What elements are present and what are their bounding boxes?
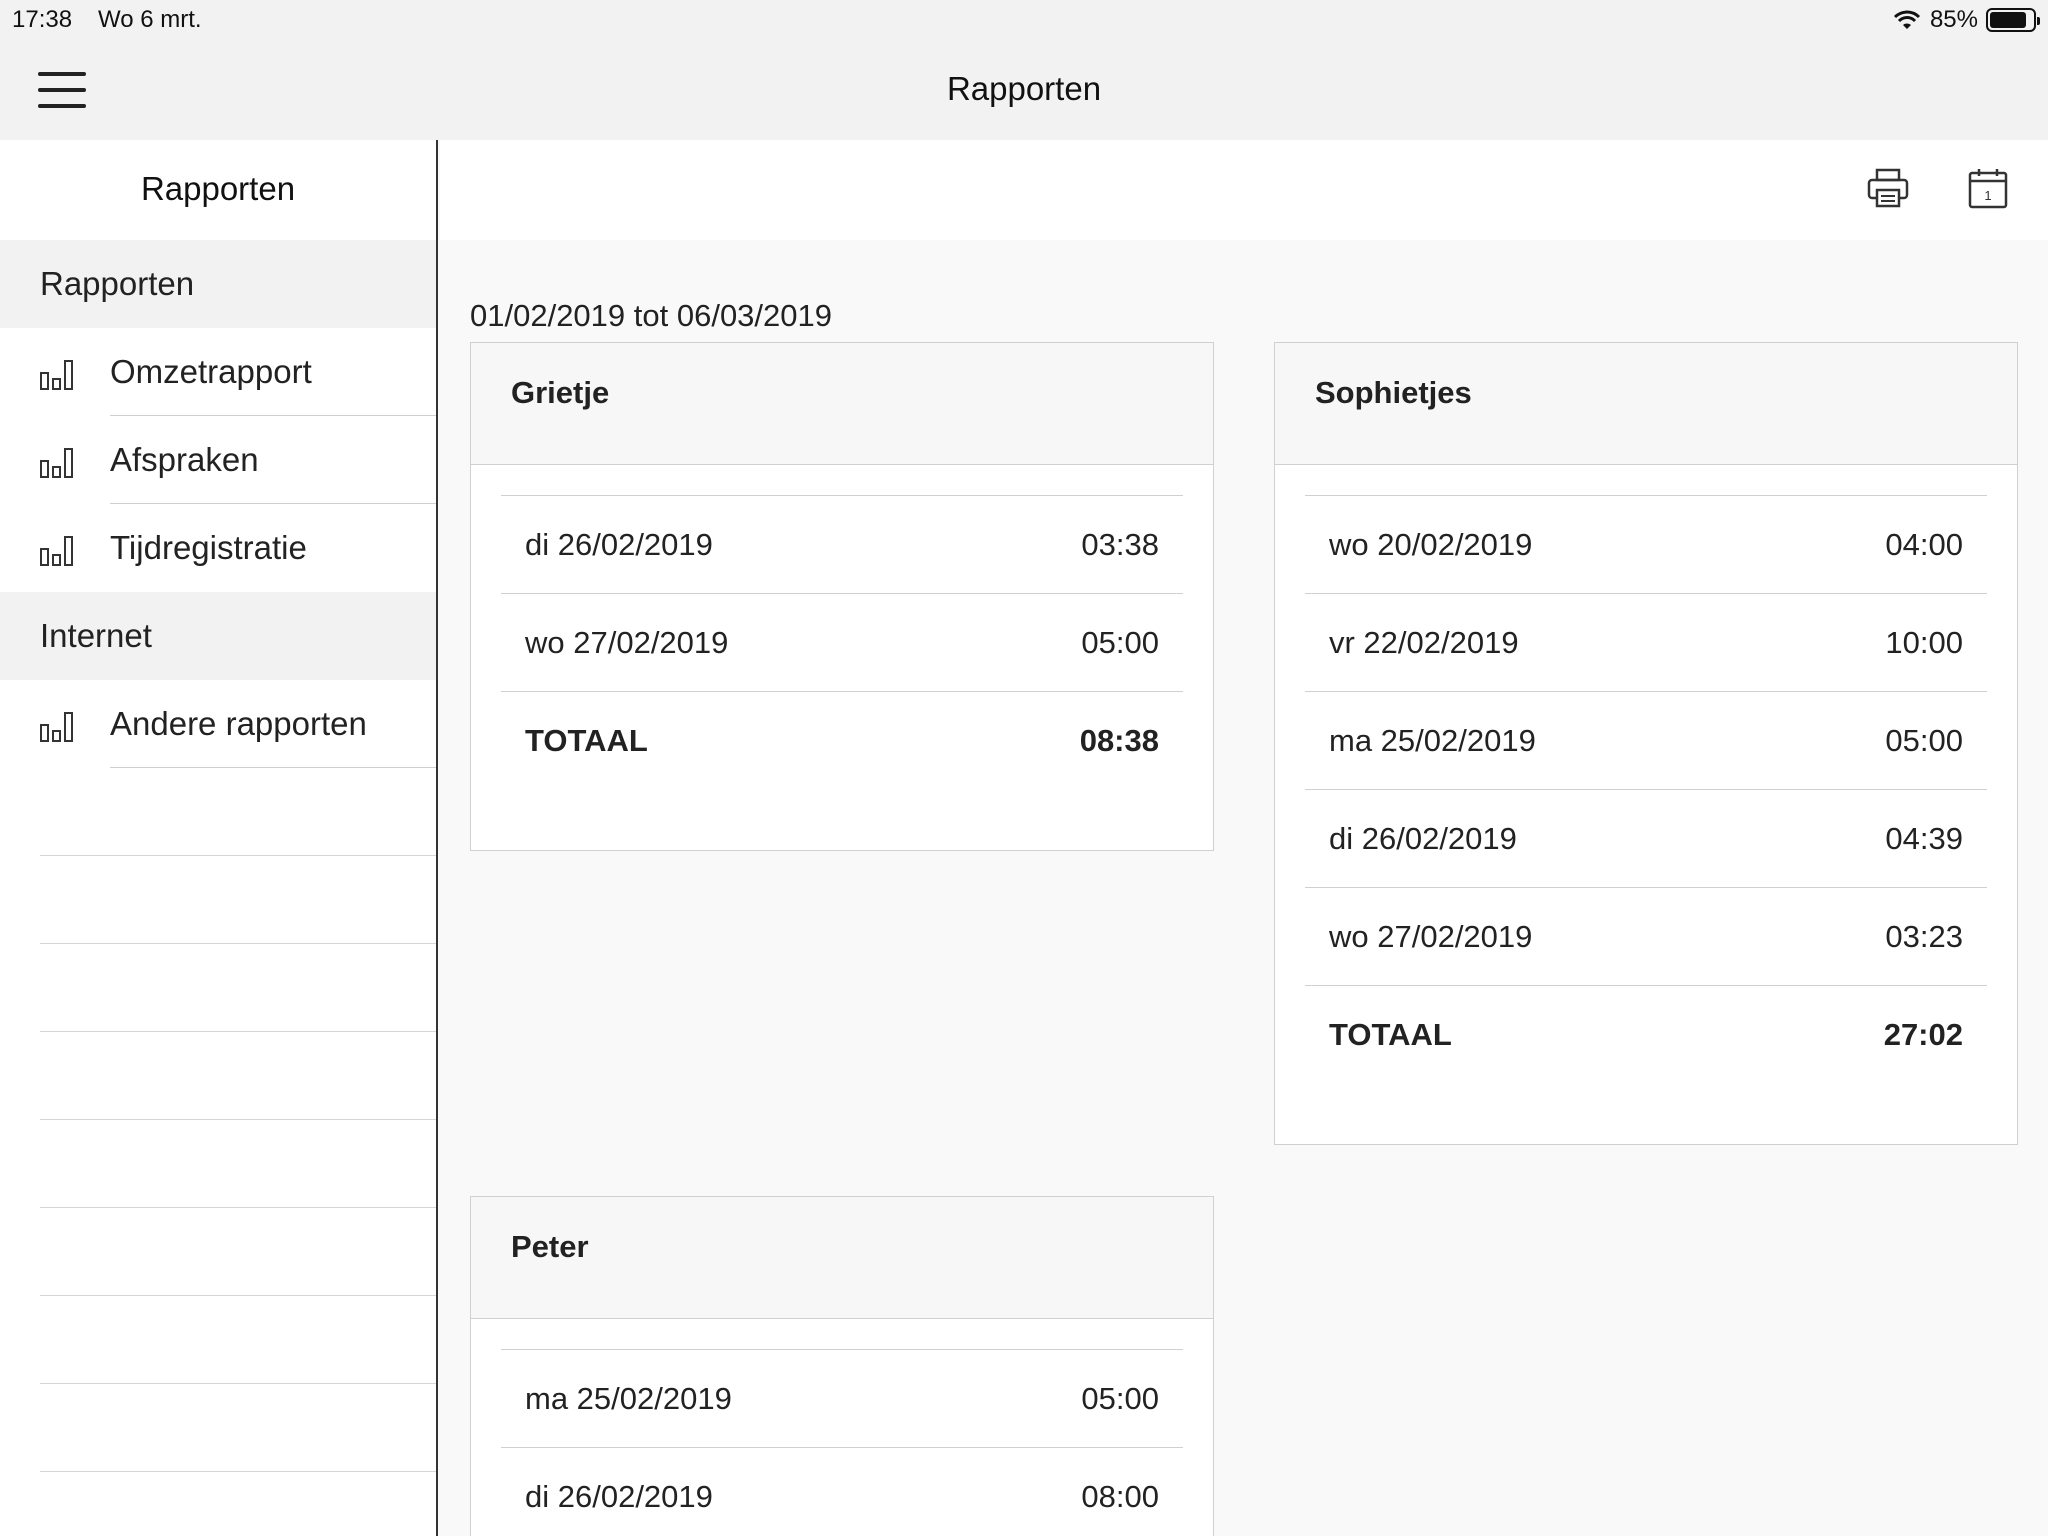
table-row: wo 27/02/2019 05:00 [501, 594, 1183, 692]
employee-card: Grietje di 26/02/2019 03:38 wo 27/02/201… [470, 342, 1214, 851]
total-row: TOTAAL 27:02 [1305, 986, 1987, 1084]
row-date: wo 27/02/2019 [1329, 918, 1533, 954]
empty-row [40, 856, 436, 944]
sidebar-item-label: Omzetrapport [110, 353, 312, 390]
card-title: Peter [471, 1197, 1213, 1319]
card-title: Grietje [471, 343, 1213, 465]
row-date: di 26/02/2019 [1329, 820, 1517, 856]
total-value: 08:38 [1079, 723, 1159, 758]
main-content: 1 01/02/2019 tot 06/03/2019 Grietje di 2… [440, 140, 2048, 1536]
section-header-rapporten: Rapporten [0, 240, 436, 328]
empty-row [40, 768, 436, 856]
sidebar-item-omzetrapport[interactable]: Omzetrapport [0, 328, 436, 416]
bar-chart-icon [40, 706, 80, 742]
row-date: di 26/02/2019 [525, 526, 713, 562]
menu-icon[interactable] [38, 72, 86, 108]
calendar-day: 1 [1984, 188, 1991, 203]
row-date: ma 25/02/2019 [525, 1380, 732, 1416]
table-row: di 26/02/2019 08:00 [501, 1448, 1183, 1536]
row-date: wo 27/02/2019 [525, 624, 729, 660]
sidebar-item-tijdregistratie[interactable]: Tijdregistratie [0, 504, 436, 592]
row-date: vr 22/02/2019 [1329, 624, 1519, 660]
bar-chart-icon [40, 354, 80, 390]
sidebar-item-label: Andere rapporten [110, 705, 367, 742]
empty-row [40, 1032, 436, 1120]
row-value: 05:00 [1081, 624, 1159, 660]
bar-chart-icon [40, 530, 80, 566]
total-row: TOTAAL 08:38 [501, 692, 1183, 790]
row-value: 05:00 [1081, 1380, 1159, 1416]
bar-chart-icon [40, 442, 80, 478]
status-bar: 17:38 Wo 6 mrt. 85% [0, 0, 2048, 40]
section-header-internet: Internet [0, 592, 436, 680]
row-value: 05:00 [1885, 722, 1963, 758]
row-date: ma 25/02/2019 [1329, 722, 1536, 758]
nav-bar: Rapporten [0, 40, 2048, 140]
row-value: 10:00 [1885, 624, 1963, 660]
empty-row [40, 944, 436, 1032]
table-row: vr 22/02/2019 10:00 [1305, 594, 1987, 692]
table-row: wo 20/02/2019 04:00 [1305, 496, 1987, 594]
sidebar: Rapporten Rapporten Omzetrapport Afsprak… [0, 140, 438, 1536]
table-row: ma 25/02/2019 05:00 [501, 1350, 1183, 1448]
status-right: 85% [1892, 6, 2040, 34]
total-label: TOTAAL [525, 723, 648, 758]
table-row: ma 25/02/2019 05:00 [1305, 692, 1987, 790]
row-value: 04:00 [1885, 526, 1963, 562]
calendar-icon[interactable]: 1 [1966, 166, 2010, 210]
row-value: 03:38 [1081, 526, 1159, 562]
table-row: di 26/02/2019 04:39 [1305, 790, 1987, 888]
page-title: Rapporten [946, 70, 1102, 107]
sidebar-item-label: Tijdregistratie [110, 529, 307, 566]
date-range: 01/02/2019 tot 06/03/2019 [470, 298, 832, 333]
total-label: TOTAAL [1329, 1017, 1452, 1052]
battery-icon [1986, 8, 2040, 32]
card-title: Sophietjes [1275, 343, 2017, 465]
status-time: 17:38 [12, 6, 73, 33]
row-value: 04:39 [1885, 820, 1963, 856]
row-date: wo 20/02/2019 [1329, 526, 1533, 562]
sidebar-item-label: Afspraken [110, 441, 259, 478]
status-date: Wo 6 mrt. [98, 6, 202, 33]
printer-icon[interactable] [1866, 166, 1910, 210]
empty-row [40, 1120, 436, 1208]
employee-card: Sophietjes wo 20/02/2019 04:00 vr 22/02/… [1274, 342, 2018, 1145]
sidebar-item-afspraken[interactable]: Afspraken [0, 416, 436, 504]
table-row: wo 27/02/2019 03:23 [1305, 888, 1987, 986]
empty-row [40, 1296, 436, 1384]
total-value: 27:02 [1883, 1017, 1963, 1052]
sidebar-title: Rapporten [140, 170, 296, 207]
empty-row [40, 1384, 436, 1472]
wifi-icon [1893, 10, 1921, 29]
row-date: di 26/02/2019 [525, 1478, 713, 1514]
employee-card: Peter ma 25/02/2019 05:00 di 26/02/2019 … [470, 1196, 1214, 1536]
battery-percent: 85% [1929, 6, 1978, 33]
empty-row [40, 1208, 436, 1296]
toolbar: 1 [440, 140, 2048, 240]
sidebar-item-andere-rapporten[interactable]: Andere rapporten [0, 680, 436, 768]
row-value: 03:23 [1885, 918, 1963, 954]
table-row: di 26/02/2019 03:38 [501, 496, 1183, 594]
row-value: 08:00 [1081, 1478, 1159, 1514]
